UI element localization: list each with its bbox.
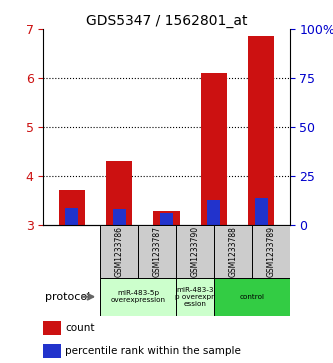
Text: GSM1233787: GSM1233787	[153, 226, 162, 277]
Bar	[100, 278, 176, 316]
Text: control: control	[239, 294, 264, 300]
Text: miR-483-5p
overexpression: miR-483-5p overexpression	[111, 290, 166, 303]
Bar	[176, 225, 214, 278]
Bar	[214, 278, 290, 316]
Text: GSM1233790: GSM1233790	[190, 226, 199, 277]
Bar	[252, 225, 290, 278]
Bar	[255, 198, 268, 225]
Bar	[154, 211, 179, 225]
Text: protocol: protocol	[45, 292, 91, 302]
Bar	[248, 36, 274, 225]
Text: percentile rank within the sample: percentile rank within the sample	[66, 346, 241, 356]
Title: GDS5347 / 1562801_at: GDS5347 / 1562801_at	[86, 14, 247, 28]
Text: GSM1233789: GSM1233789	[266, 226, 275, 277]
Bar	[113, 209, 126, 225]
Text: GSM1233788: GSM1233788	[228, 226, 237, 277]
Bar	[59, 190, 85, 225]
Bar	[106, 161, 132, 225]
Bar	[207, 200, 220, 225]
Bar	[43, 344, 61, 358]
Text: miR-483-3
p overexpr
ession: miR-483-3 p overexpr ession	[175, 287, 214, 307]
Bar	[65, 208, 78, 225]
Bar	[138, 225, 176, 278]
Bar	[176, 278, 214, 316]
Text: count: count	[66, 323, 95, 333]
Bar	[160, 213, 173, 225]
Bar	[201, 73, 227, 225]
Bar	[100, 225, 138, 278]
Bar	[43, 321, 61, 335]
Text: GSM1233786: GSM1233786	[115, 226, 124, 277]
Bar	[214, 225, 252, 278]
